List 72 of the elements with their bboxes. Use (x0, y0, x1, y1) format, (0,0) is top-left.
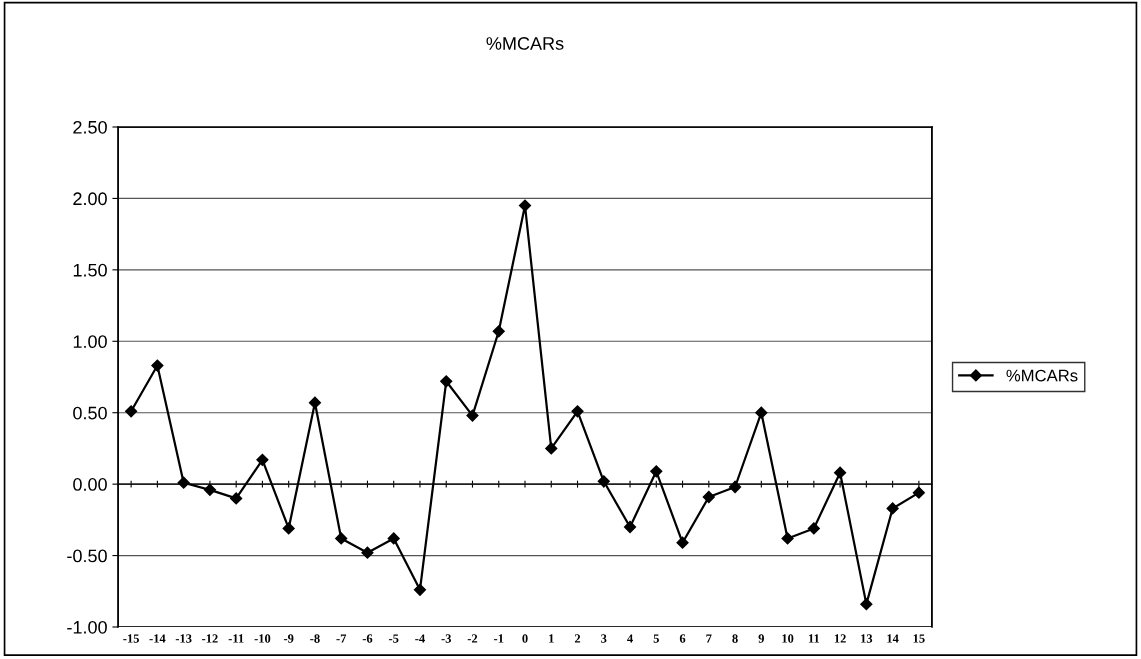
x-tick-label: 1 (549, 634, 554, 643)
point (492, 325, 505, 338)
x-tick-label: 7 (706, 634, 712, 643)
point (308, 396, 322, 409)
x-tick-label: 15 (913, 634, 925, 643)
point (466, 409, 479, 422)
x-tick-label: -5 (388, 634, 399, 643)
point (597, 475, 610, 488)
x-tick-label: -13 (175, 634, 192, 643)
x-tick-label: 10 (782, 634, 794, 643)
point (177, 476, 190, 489)
point (702, 490, 715, 504)
x-tick-label: 11 (808, 634, 820, 643)
x-tick-label: 13 (861, 634, 873, 643)
y-tick-label: -1.00 (67, 620, 107, 634)
point (335, 532, 348, 545)
point (282, 522, 295, 535)
point (912, 486, 925, 499)
x-tick-label: -2 (467, 634, 478, 643)
point (256, 453, 269, 466)
point (886, 502, 899, 515)
point (361, 546, 374, 559)
x-tick-label: 2 (574, 634, 581, 643)
point (728, 480, 742, 494)
x-tick-label: 8 (732, 634, 738, 643)
x-tick-label: 3 (601, 634, 607, 643)
point (125, 405, 138, 418)
point (571, 405, 584, 418)
x-tick-label: 9 (758, 634, 764, 643)
point (860, 598, 873, 611)
x-tick-label: -8 (310, 634, 320, 643)
x-tick-label: 4 (627, 634, 633, 643)
x-tick-label: -15 (123, 634, 139, 643)
point (413, 583, 427, 596)
legend-label: %MCARs (1006, 369, 1078, 382)
point (623, 520, 637, 534)
y-tick-label: 2.00 (73, 192, 107, 206)
x-tick-label: 6 (679, 634, 686, 643)
x-tick-label: -9 (283, 634, 294, 643)
x-tick-label: 0 (522, 634, 528, 643)
point (151, 359, 164, 372)
x-tick-label: -12 (202, 634, 218, 643)
x-tick-label: 5 (653, 634, 659, 643)
y-tick-label: -0.50 (67, 549, 107, 563)
x-tick-label: -4 (415, 634, 425, 643)
point (781, 532, 794, 545)
point (230, 492, 243, 505)
point (387, 532, 400, 545)
y-tick-label: 1.50 (73, 263, 107, 277)
y-tick-label: 0.50 (73, 406, 107, 420)
x-tick-label: 14 (887, 634, 899, 643)
y-tick-label: 0.00 (73, 478, 107, 491)
x-tick-label: -6 (362, 634, 373, 643)
x-tick-label: -14 (149, 634, 166, 643)
point (807, 522, 820, 535)
x-tick-label: -1 (493, 634, 504, 643)
chart-title: %MCARs (486, 37, 564, 50)
y-tick-label: 2.50 (73, 120, 107, 134)
point (545, 442, 558, 455)
point (440, 375, 453, 388)
point (518, 199, 532, 212)
x-tick-label: -10 (254, 634, 271, 643)
point (755, 406, 768, 419)
x-tick-label: -3 (441, 634, 451, 643)
x-tick-label: 12 (834, 634, 846, 643)
point (834, 466, 847, 479)
point (650, 465, 663, 478)
point (203, 483, 216, 496)
x-tick-label: -11 (228, 634, 244, 643)
x-tick-label: -7 (336, 634, 347, 643)
y-tick-label: 1.00 (73, 335, 107, 349)
point (676, 536, 689, 549)
